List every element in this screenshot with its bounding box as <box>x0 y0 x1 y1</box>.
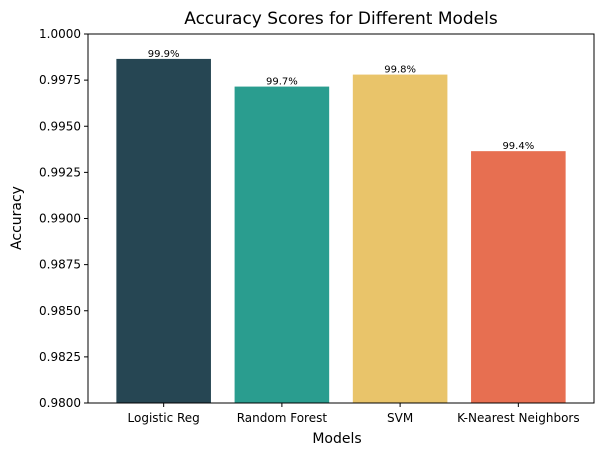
chart-title: Accuracy Scores for Different Models <box>184 9 498 29</box>
y-tick-label-1: 0.9825 <box>39 350 81 364</box>
bar-3 <box>471 151 566 403</box>
y-tick-label-5: 0.9925 <box>39 165 81 179</box>
x-tick-label-1: Random Forest <box>237 411 328 425</box>
y-axis-label: Accuracy <box>9 186 25 250</box>
y-tick-label-6: 0.9950 <box>39 119 81 133</box>
x-tick-label-3: K-Nearest Neighbors <box>457 411 580 425</box>
plot-frame <box>87 33 595 404</box>
bar-value-label-3: 99.4% <box>502 141 534 152</box>
bar-value-label-2: 99.8% <box>384 65 416 76</box>
y-tick-label-4: 0.9900 <box>39 212 81 226</box>
x-tick-label-0: Logistic Reg <box>128 411 200 425</box>
bar-0 <box>116 58 211 403</box>
y-tick-label-7: 0.9975 <box>39 73 81 87</box>
y-axis-ticks: 0.9800 0.9825 0.9850 0.9875 0.9900 0.9925 0.99… <box>39 27 88 410</box>
y-tick-label-0: 0.9800 <box>39 396 81 410</box>
bars-layer <box>116 58 566 404</box>
y-tick-label-8: 1.0000 <box>39 27 81 41</box>
y-tick-label-2: 0.9850 <box>39 304 81 318</box>
x-axis-ticks: Logistic Reg Random Forest SVM K-Nearest Ne… <box>128 403 580 425</box>
bar-value-label-1: 99.7% <box>266 77 298 88</box>
bar-1 <box>234 86 330 404</box>
bar-2 <box>352 74 448 403</box>
x-tick-label-2: SVM <box>387 411 413 425</box>
x-axis-label: Models <box>312 431 361 447</box>
bar-value-label-0: 99.9% <box>148 49 180 60</box>
y-tick-label-3: 0.9875 <box>39 258 81 272</box>
data-labels-layer: 99.9% 99.7% 99.8% 99.4% <box>148 49 534 152</box>
